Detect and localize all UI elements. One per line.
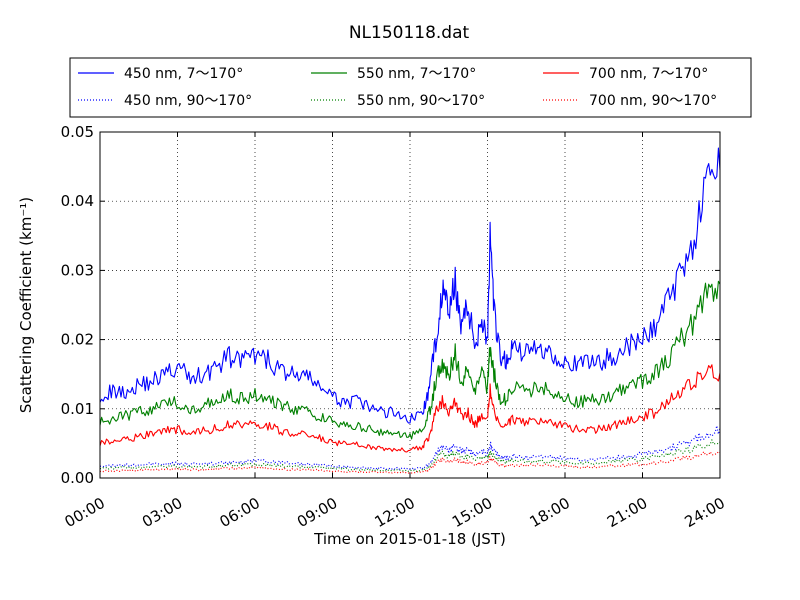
x-tick-label: 12:00 (372, 494, 418, 531)
x-tick-label: 06:00 (217, 494, 263, 531)
legend-label: 450 nm, 90～170° (124, 93, 252, 109)
series-line (99, 147, 721, 424)
legend: 450 nm, 7～170° 450 nm, 90～170° 550 nm, 7～1… (69, 57, 752, 118)
legend-box (69, 57, 752, 118)
legend-label: 700 nm, 7～170° (589, 66, 708, 82)
x-tick-label: 24:00 (682, 494, 728, 531)
legend-label: 700 nm, 90～170° (589, 93, 717, 109)
x-tick-label: 15:00 (449, 494, 495, 531)
legend-label: 550 nm, 90～170° (357, 93, 485, 109)
y-tick-label: 0.03 (61, 261, 94, 279)
series-line (99, 439, 721, 472)
y-tick-label: 0.00 (61, 469, 94, 487)
series-line (99, 450, 721, 474)
series-line (99, 364, 721, 453)
y-tick-label: 0.01 (61, 400, 94, 418)
series-line (99, 280, 721, 440)
x-axis-label: Time on 2015-01-18 (JST) (313, 530, 506, 548)
chart-title: NL150118.dat (349, 23, 470, 43)
grid (99, 131, 721, 479)
legend-label: 550 nm, 7～170° (357, 66, 476, 82)
legend-label: 450 nm, 7～170° (124, 66, 243, 82)
x-tick-label: 00:00 (62, 494, 108, 531)
x-tick-label: 03:00 (139, 494, 185, 531)
y-tick-label: 0.04 (61, 192, 94, 210)
y-axis-label: Scattering Coefficient (km⁻¹) (17, 197, 35, 413)
x-tick-label: 18:00 (527, 494, 573, 531)
y-tick-label: 0.05 (61, 123, 94, 141)
y-tick-label: 0.02 (61, 331, 94, 349)
x-tick-label: 21:00 (604, 494, 650, 531)
x-tick-label: 09:00 (294, 494, 340, 531)
series-layer (99, 147, 721, 474)
